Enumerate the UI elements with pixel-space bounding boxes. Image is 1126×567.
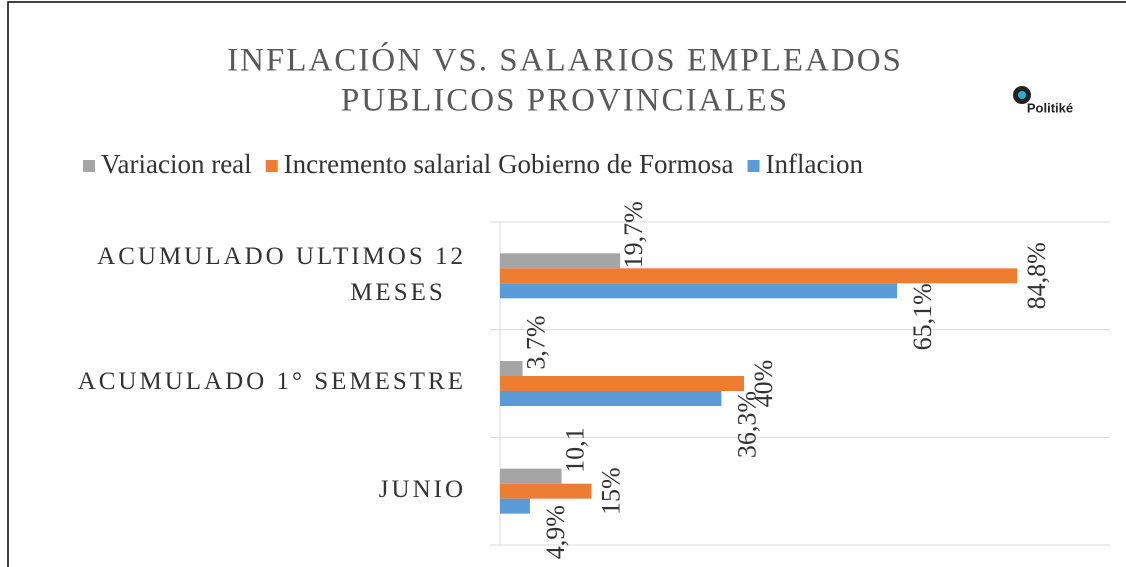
data-label: 15%: [596, 467, 625, 515]
bar: [500, 253, 621, 269]
bar: [500, 468, 562, 484]
data-label: 19,7%: [619, 201, 648, 268]
data-label: 10,1: [561, 427, 590, 473]
chart-title: INFLACIÓN VS. SALARIOS EMPLEADOS: [227, 41, 903, 79]
legend-swatch: [747, 160, 760, 172]
logo: Politiké: [1027, 100, 1073, 115]
chart-title: PUBLICOS PROVINCIALES: [341, 83, 789, 119]
data-label: 4,9%: [541, 505, 570, 559]
bar: [500, 283, 898, 299]
bar: [500, 376, 744, 391]
data-label: 65,1%: [908, 283, 937, 350]
bar: [500, 361, 523, 376]
legend-swatch: [265, 160, 278, 172]
bar: [500, 391, 722, 406]
legend-label: Incremento salarial Gobierno de Formosa: [284, 149, 734, 179]
bar: [500, 483, 592, 499]
data-label: 36,3%: [732, 391, 761, 458]
data-label: 40%: [749, 360, 778, 408]
legend-swatch: [83, 160, 95, 172]
y-tick-label: ACUMULADO ULTIMOS 12 MESES: [97, 243, 466, 306]
data-label: 84,8%: [1022, 242, 1051, 309]
bar: [500, 268, 1018, 284]
y-tick-label: JUNIO: [379, 476, 466, 503]
data-label: 3,7%: [522, 315, 551, 369]
logo-icon: [1018, 91, 1026, 99]
legend-label: Variacion real: [101, 149, 252, 179]
legend-label: Inflacion: [766, 149, 864, 179]
bar: [500, 498, 530, 514]
y-tick-label: ACUMULADO 1° SEMESTRE: [78, 368, 466, 395]
